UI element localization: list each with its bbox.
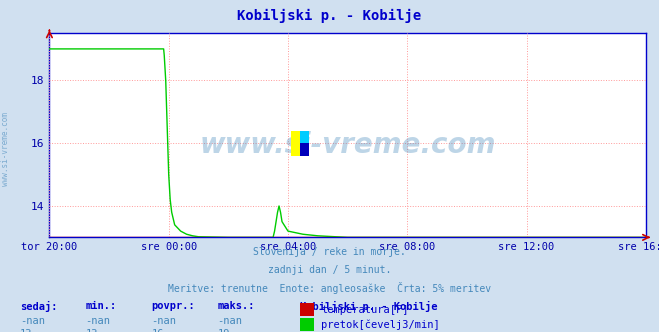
Text: pretok[čevelj3/min]: pretok[čevelj3/min] (321, 319, 440, 330)
Bar (291, 130, 300, 143)
Text: povpr.:: povpr.: (152, 301, 195, 311)
Text: 13: 13 (20, 329, 32, 332)
Text: zadnji dan / 5 minut.: zadnji dan / 5 minut. (268, 265, 391, 275)
Text: Kobiljski p. - Kobilje: Kobiljski p. - Kobilje (237, 9, 422, 24)
Text: Slovenija / reke in morje.: Slovenija / reke in morje. (253, 247, 406, 257)
Bar (291, 143, 300, 156)
Text: 16: 16 (152, 329, 164, 332)
Text: maks.:: maks.: (217, 301, 255, 311)
Text: sedaj:: sedaj: (20, 301, 57, 312)
Bar (300, 143, 309, 156)
Text: min.:: min.: (86, 301, 117, 311)
Text: -nan: -nan (20, 316, 45, 326)
Text: -nan: -nan (217, 316, 243, 326)
Text: Kobiljski p. - Kobilje: Kobiljski p. - Kobilje (300, 301, 438, 312)
Bar (300, 130, 309, 143)
Text: 19: 19 (217, 329, 230, 332)
Text: 13: 13 (86, 329, 98, 332)
Text: -nan: -nan (86, 316, 111, 326)
Text: www.si-vreme.com: www.si-vreme.com (200, 131, 496, 159)
Text: Meritve: trenutne  Enote: angleosaške  Črta: 5% meritev: Meritve: trenutne Enote: angleosaške Črt… (168, 282, 491, 294)
Text: -nan: -nan (152, 316, 177, 326)
Text: temperatura[F]: temperatura[F] (321, 305, 409, 315)
Text: www.si-vreme.com: www.si-vreme.com (1, 113, 10, 186)
